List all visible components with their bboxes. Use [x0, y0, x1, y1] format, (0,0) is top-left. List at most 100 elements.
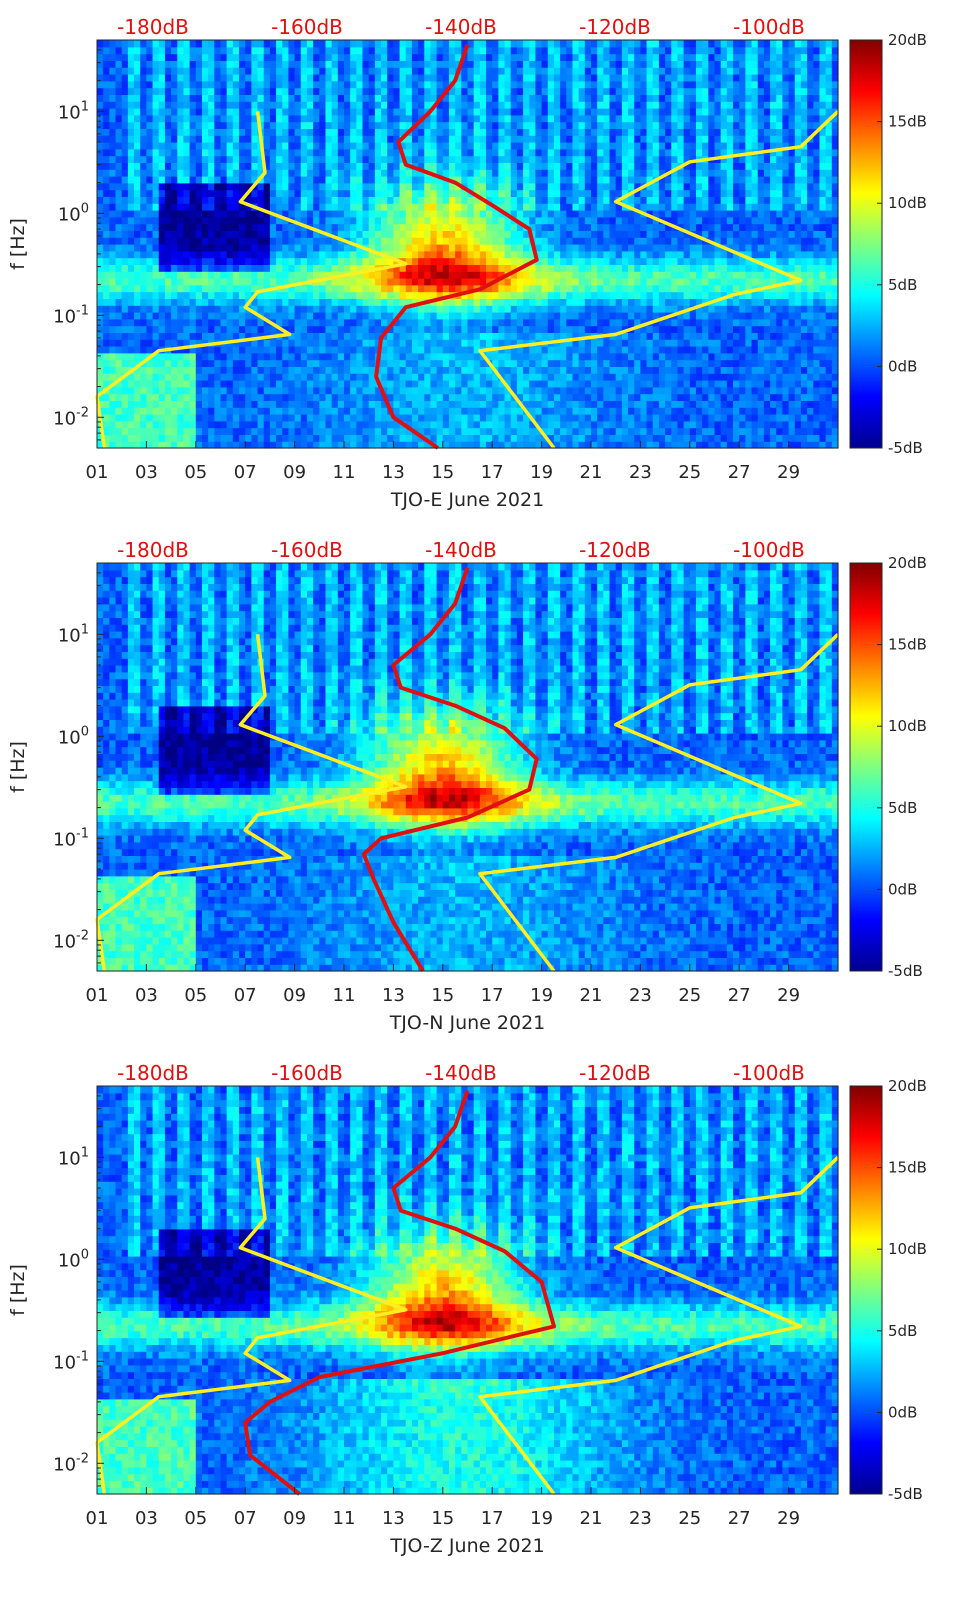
heatmap-cell	[152, 101, 160, 109]
heatmap-cell	[584, 128, 592, 136]
heatmap-cell	[319, 237, 327, 245]
heatmap-cell	[177, 169, 185, 177]
heatmap-cell	[171, 182, 178, 191]
heatmap-cell	[288, 434, 296, 442]
heatmap-cell	[269, 230, 277, 238]
heatmap-cell	[609, 414, 617, 422]
heatmap-cell	[541, 87, 549, 95]
heatmap-cell	[121, 53, 129, 61]
heatmap-cell	[486, 244, 493, 252]
heatmap-cell	[208, 434, 215, 442]
heatmap-cell	[529, 284, 537, 293]
heatmap-cell	[541, 373, 549, 381]
heatmap-cell	[504, 359, 512, 367]
heatmap-cell	[430, 278, 438, 286]
heatmap-cell	[140, 346, 147, 354]
heatmap-cell	[442, 434, 450, 442]
heatmap-cell	[399, 278, 407, 286]
heatmap-cell	[201, 244, 209, 252]
heatmap-cell	[140, 237, 147, 245]
heatmap-cell	[331, 128, 339, 136]
heatmap-cell	[177, 325, 185, 333]
heatmap-cell	[560, 393, 567, 401]
heatmap-cell	[127, 216, 135, 225]
heatmap-cell	[300, 393, 308, 401]
heatmap-cell	[251, 162, 259, 170]
heatmap-cell	[171, 373, 178, 381]
heatmap-cell	[374, 305, 382, 313]
heatmap-cell	[214, 40, 222, 48]
heatmap-cell	[597, 393, 604, 401]
heatmap-cell	[121, 230, 129, 238]
heatmap-cell	[603, 373, 611, 381]
heatmap-cell	[251, 60, 259, 68]
heatmap-cell	[208, 380, 215, 388]
heatmap-cell	[393, 400, 401, 408]
heatmap-cell	[226, 393, 234, 401]
heatmap-cell	[356, 264, 364, 272]
heatmap-cell	[208, 40, 215, 48]
heatmap-cell	[201, 312, 209, 320]
heatmap-cell	[504, 216, 512, 225]
heatmap-cell	[201, 155, 209, 163]
heatmap-cell	[232, 325, 240, 333]
heatmap-cell	[257, 305, 265, 313]
heatmap-cell	[195, 352, 203, 361]
heatmap-cell	[461, 380, 469, 388]
heatmap-cell	[337, 148, 345, 157]
heatmap-cell	[529, 67, 537, 75]
heatmap-cell	[245, 46, 252, 55]
heatmap-cell	[411, 366, 419, 374]
heatmap-cell	[350, 332, 357, 340]
heatmap-cell	[171, 67, 178, 75]
heatmap-cell	[523, 196, 530, 204]
heatmap-cell	[418, 386, 425, 395]
heatmap-cell	[498, 400, 506, 408]
heatmap-cell	[152, 346, 160, 354]
heatmap-cell	[381, 244, 388, 252]
heatmap-cell	[344, 414, 351, 422]
heatmap-cell	[591, 271, 598, 279]
heatmap-cell	[158, 393, 166, 401]
heatmap-cell	[232, 114, 240, 123]
heatmap-cell	[448, 162, 456, 170]
heatmap-cell	[455, 346, 462, 354]
heatmap-cell	[208, 386, 215, 395]
heatmap-cell	[189, 128, 197, 136]
heatmap-cell	[140, 80, 147, 89]
heatmap-cell	[418, 305, 425, 313]
heatmap-cell	[294, 74, 302, 82]
heatmap-cell	[134, 40, 141, 48]
heatmap-cell	[553, 257, 561, 265]
heatmap-cell	[276, 393, 283, 401]
heatmap-cell	[510, 121, 518, 129]
heatmap-cell	[418, 257, 425, 265]
heatmap-cell	[226, 196, 234, 204]
heatmap-cell	[239, 291, 246, 299]
heatmap-cell	[337, 155, 345, 163]
heatmap-cell	[195, 284, 203, 293]
heatmap-cell	[245, 210, 252, 218]
heatmap-cell	[356, 60, 364, 68]
heatmap-cell	[541, 407, 549, 415]
heatmap-cell	[498, 121, 506, 129]
heatmap-cell	[547, 176, 555, 184]
heatmap-cell	[282, 223, 290, 231]
heatmap-cell	[553, 94, 561, 102]
heatmap-cell	[300, 80, 308, 89]
heatmap-cell	[362, 223, 370, 231]
heatmap-cell	[448, 380, 456, 388]
heatmap-cell	[411, 155, 419, 163]
heatmap-cell	[152, 108, 160, 116]
heatmap-cell	[350, 223, 357, 231]
heatmap-cell	[276, 74, 283, 82]
heatmap-cell	[134, 420, 141, 429]
heatmap-cell	[362, 441, 370, 449]
heatmap-cell	[140, 114, 147, 123]
heatmap-cell	[603, 291, 611, 299]
heatmap-cell	[269, 155, 277, 163]
heatmap-cell	[276, 155, 283, 163]
heatmap-cell	[232, 414, 240, 422]
heatmap-cell	[436, 346, 444, 354]
heatmap-cell	[158, 189, 166, 197]
